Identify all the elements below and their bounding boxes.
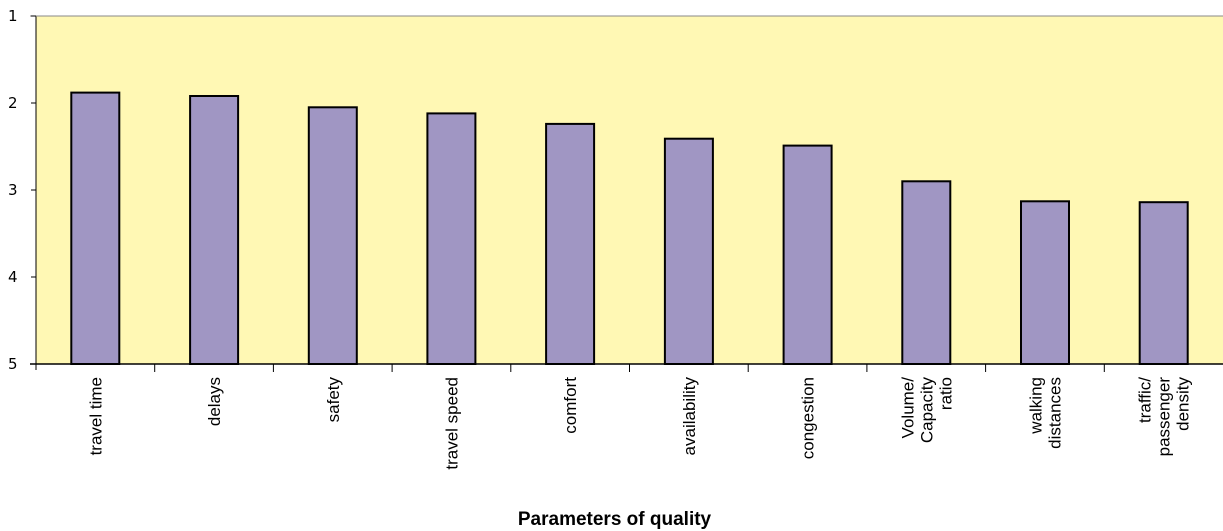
bar-7: [901, 180, 952, 365]
bar-1: [189, 95, 240, 365]
bar-0: [70, 91, 121, 365]
bar-8: [1020, 200, 1070, 365]
y-tick-label-4: 5: [8, 355, 18, 373]
bar-9: [1138, 201, 1189, 365]
x-tick-label-7: Volume/Capacityratio: [898, 377, 955, 444]
y-tick-label-0: 1: [8, 7, 18, 25]
y-tick-label-2: 3: [8, 181, 18, 199]
x-tick-label-0: travel time: [86, 377, 105, 455]
axes-group: [30, 15, 1223, 370]
x-tick-label-1: delays: [205, 377, 224, 426]
bar-4: [545, 122, 596, 366]
bar-5: [663, 137, 714, 365]
y-axis-ticks: 1 2 3 4 5: [8, 7, 36, 373]
x-tick-label-6: congestion: [799, 377, 818, 459]
x-tick-label-3: travel speed: [442, 377, 461, 470]
bar-6: [782, 144, 833, 365]
x-axis-title: Parameters of quality: [518, 509, 712, 530]
x-tick-label-9: traffic/passengerdensity: [1136, 377, 1193, 457]
x-axis-ticks: travel time delays safety travel speed comfo…: [86, 364, 1193, 470]
y-tick-label-3: 4: [8, 268, 18, 286]
bar-2: [307, 106, 358, 366]
bar-3: [426, 112, 477, 366]
x-tick-label-4: comfort: [561, 377, 580, 434]
x-tick-label-8: walkingdistances: [1027, 377, 1065, 449]
y-tick-label-1: 2: [8, 94, 18, 112]
x-tick-label-5: availability: [680, 377, 699, 456]
x-tick-label-2: safety: [324, 377, 343, 423]
bars-group: [70, 91, 1189, 366]
